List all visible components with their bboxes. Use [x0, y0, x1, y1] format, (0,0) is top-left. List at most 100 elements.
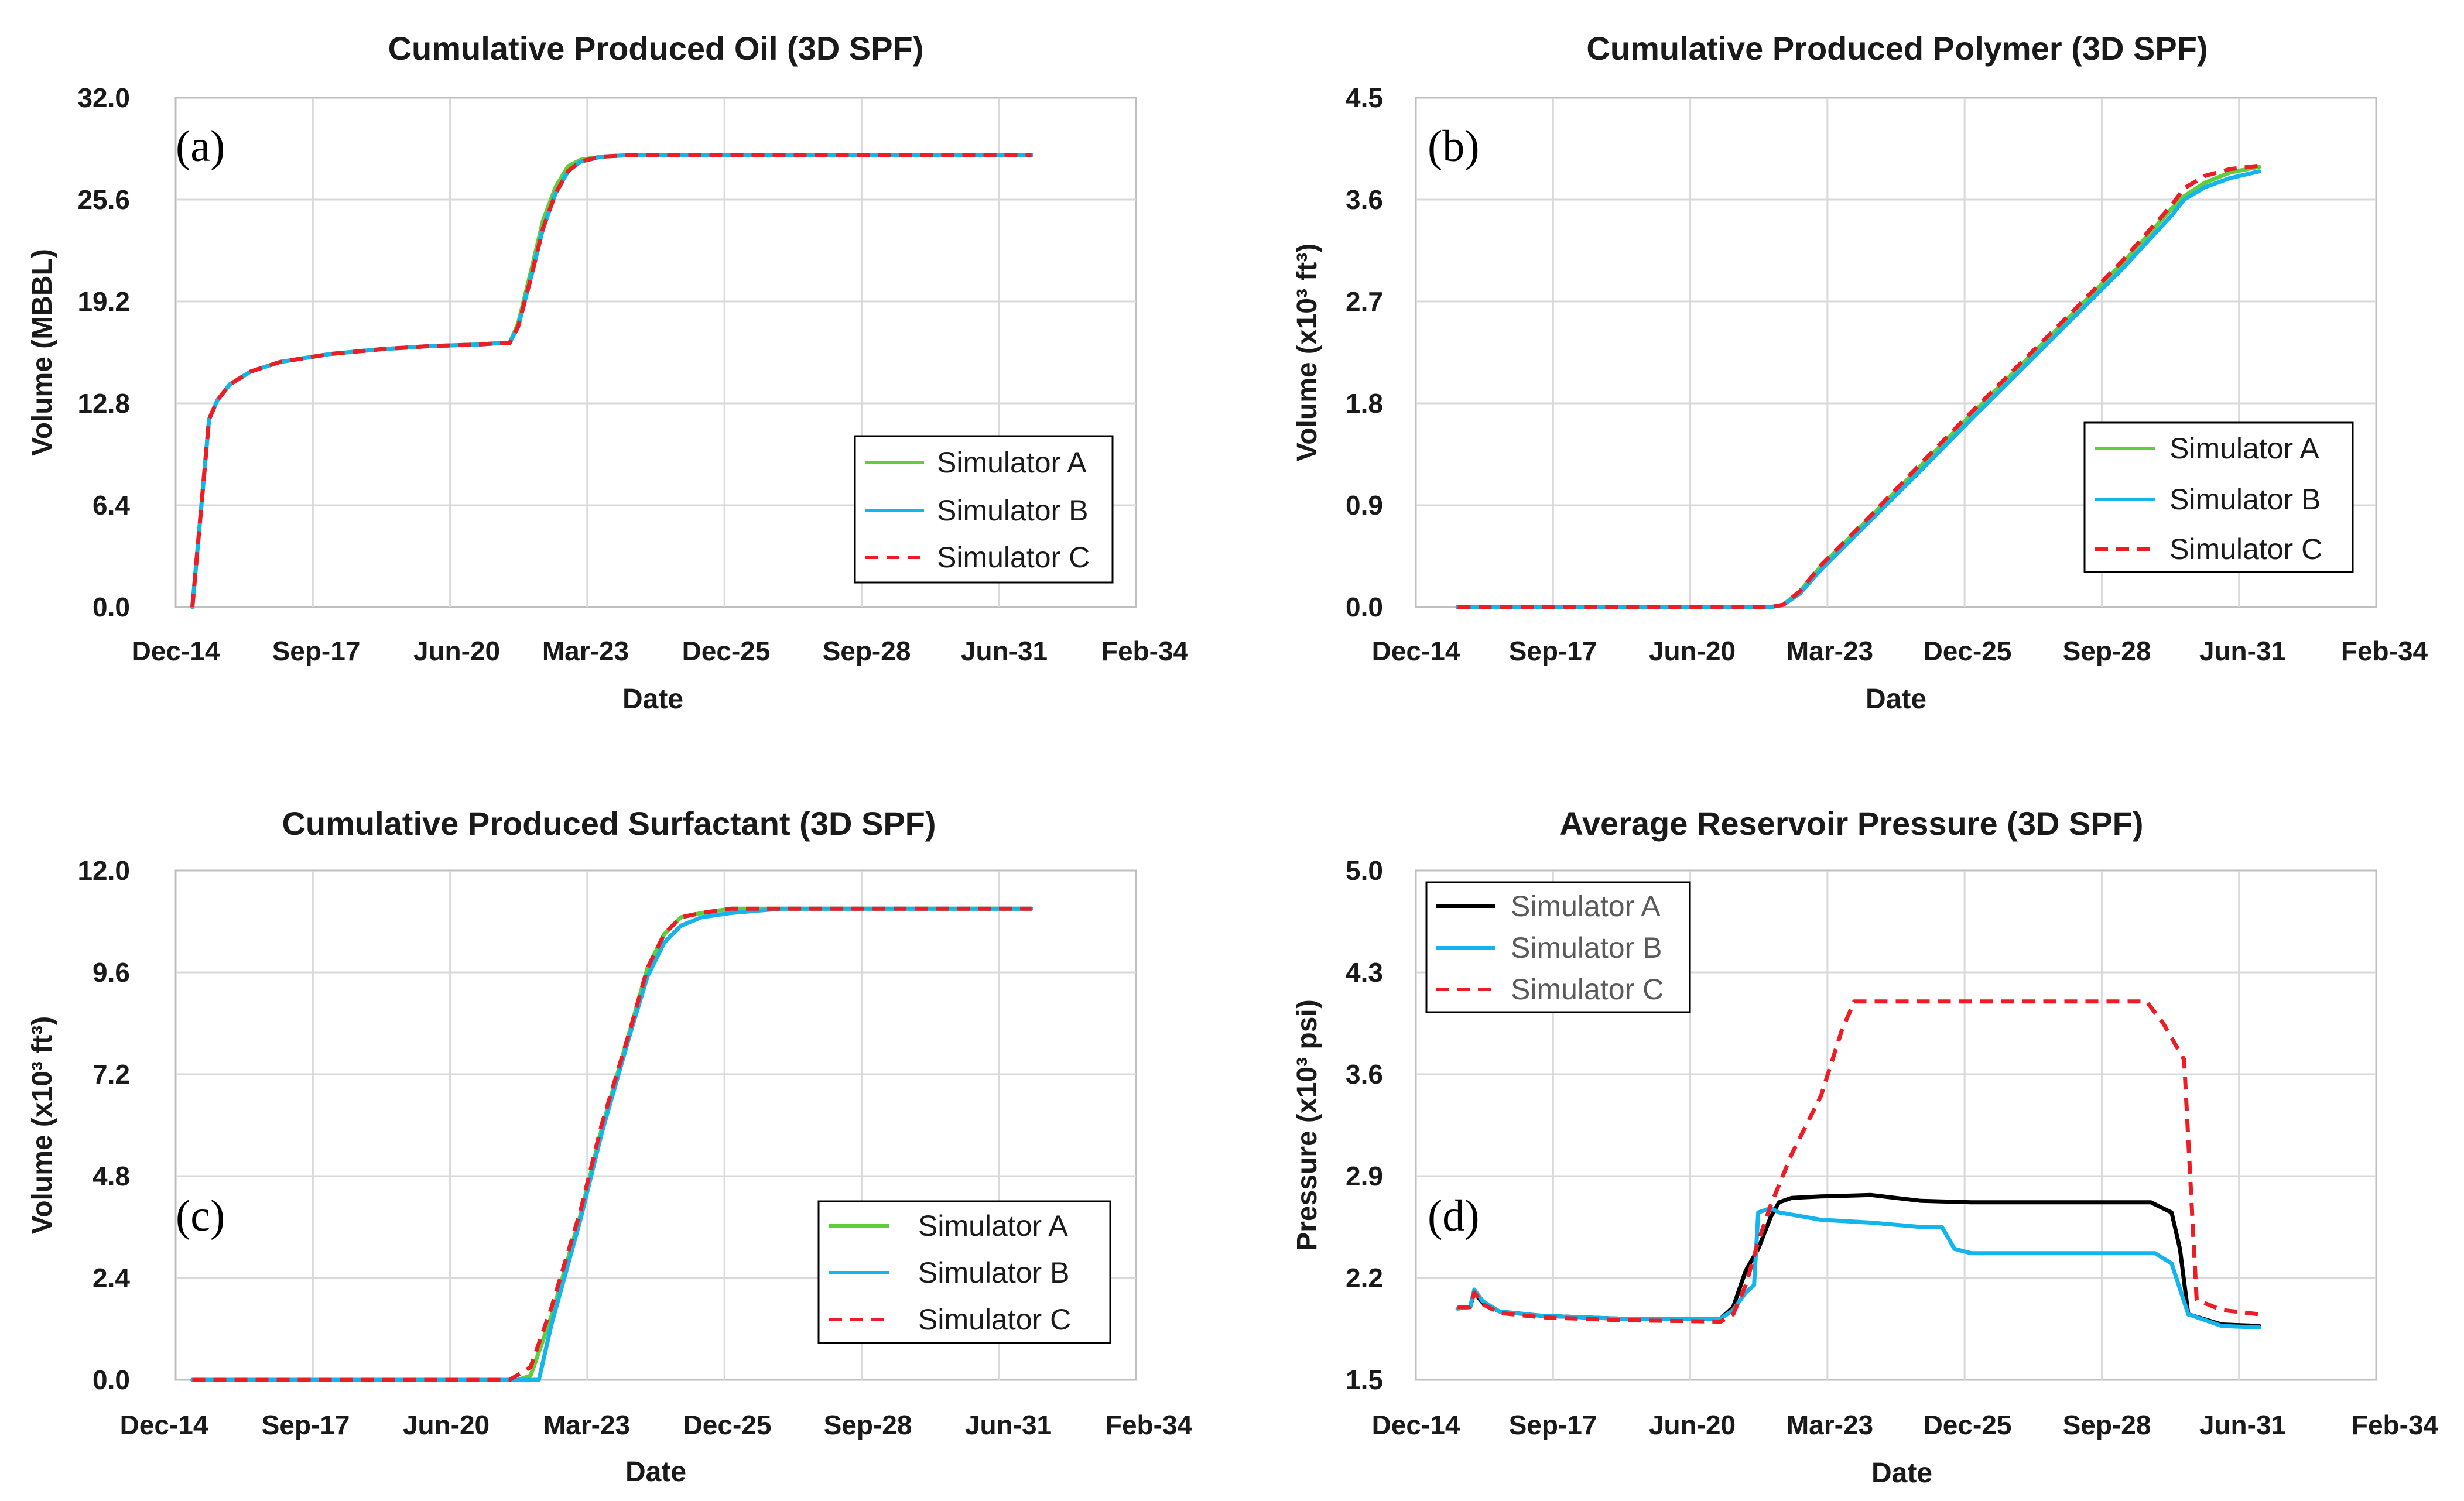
legend: Simulator A Simulator B Simulator C — [817, 1200, 1111, 1344]
series-line-simulator-c — [192, 906, 1032, 1382]
series-line-simulator-c — [190, 153, 1032, 608]
x-tick-label: Jun-20 — [403, 1410, 490, 1440]
y-axis-label: Pressure (x10³ psi) — [1292, 999, 1323, 1251]
legend-entry: Simulator C — [2169, 533, 2322, 566]
x-tick-label: Jun-31 — [2199, 1410, 2286, 1440]
legend: Simulator A Simulator B Simulator C — [854, 435, 1114, 584]
x-tick-label: Sep-17 — [1509, 636, 1597, 666]
chart-title: Cumulative Produced Surfactant (3D SPF) — [282, 805, 936, 842]
x-tick-label: Feb-34 — [1106, 1410, 1193, 1440]
legend-entry: Simulator C — [937, 541, 1090, 574]
x-tick-label: Sep-28 — [2063, 1410, 2151, 1440]
y-tick-label: 1.8 — [1346, 388, 1383, 419]
x-axis-ticks: Dec-14 Sep-17 Jun-20 Mar-23 Dec-25 Sep-2… — [120, 1410, 1193, 1440]
x-tick-label: Jun-20 — [1649, 636, 1736, 666]
legend: Simulator A Simulator B Simulator C — [1425, 881, 1691, 1013]
y-tick-label: 2.7 — [1346, 286, 1383, 317]
x-tick-label: Jun-31 — [965, 1410, 1052, 1440]
x-tick-label: Sep-28 — [2063, 636, 2151, 666]
y-axis-label: Volume (x10³ ft³) — [27, 1016, 58, 1234]
y-tick-label: 3.6 — [1346, 184, 1383, 215]
y-tick-label: 12.8 — [77, 388, 130, 419]
chart-title: Average Reservoir Pressure (3D SPF) — [1559, 805, 2143, 842]
series-layer — [190, 153, 1034, 609]
panel-label: (a) — [176, 122, 225, 171]
x-tick-label: Dec-25 — [683, 1410, 772, 1440]
x-tick-label: Dec-14 — [132, 636, 220, 666]
x-axis-ticks: Dec-14 Sep-17 Jun-20 Mar-23 Dec-25 Sep-2… — [132, 636, 1189, 666]
legend-entry: Simulator B — [1511, 931, 1662, 964]
y-axis-label: Volume (x10³ ft³) — [1292, 244, 1323, 461]
legend-entry: Simulator A — [2169, 432, 2319, 465]
x-tick-label: Sep-17 — [262, 1410, 350, 1440]
series-line-simulator-c — [1457, 999, 2260, 1324]
y-axis-ticks: 0.0 2.4 4.8 7.2 9.6 12.0 — [77, 855, 130, 1395]
y-tick-label: 4.5 — [1346, 83, 1383, 113]
legend-entry: Simulator B — [918, 1256, 1069, 1289]
series-line-simulator-b — [1455, 1206, 2261, 1329]
y-tick-label: 19.2 — [77, 286, 130, 317]
x-tick-label: Feb-34 — [2352, 1410, 2439, 1440]
series-layer — [1455, 163, 2261, 609]
legend-entry: Simulator B — [2169, 483, 2321, 516]
y-tick-label: 2.4 — [93, 1263, 130, 1293]
legend-entry: Simulator C — [918, 1303, 1071, 1336]
y-tick-label: 6.4 — [93, 490, 130, 520]
panel-label: (d) — [1428, 1191, 1480, 1240]
x-tick-label: Dec-14 — [120, 1410, 208, 1440]
legend-entry: Simulator B — [937, 494, 1088, 527]
y-tick-label: 0.9 — [1346, 490, 1383, 520]
series-layer — [1455, 999, 2261, 1329]
y-axis-label: Volume (MBBL) — [27, 249, 58, 456]
y-axis-ticks: 0.0 6.4 12.8 19.2 25.6 32.0 — [77, 83, 130, 622]
x-axis-label: Date — [1871, 1458, 1932, 1489]
x-tick-label: Mar-23 — [1787, 1410, 1873, 1440]
panel-label: (c) — [176, 1191, 225, 1240]
x-tick-label: Mar-23 — [1787, 636, 1873, 666]
x-axis-ticks: Dec-14 Sep-17 Jun-20 Mar-23 Dec-25 Sep-2… — [1372, 1410, 2439, 1440]
x-tick-label: Dec-14 — [1372, 636, 1460, 666]
x-tick-label: Feb-34 — [2341, 636, 2428, 666]
y-tick-label: 5.0 — [1346, 855, 1383, 886]
x-tick-label: Mar-23 — [543, 1410, 630, 1440]
x-tick-label: Sep-17 — [272, 636, 361, 666]
x-tick-label: Sep-17 — [1509, 1410, 1597, 1440]
y-tick-label: 4.8 — [93, 1161, 130, 1191]
x-tick-label: Jun-31 — [2199, 636, 2286, 666]
y-tick-label: 0.0 — [93, 1365, 130, 1395]
legend-entry: Simulator A — [1511, 890, 1661, 923]
y-tick-label: 12.0 — [77, 855, 130, 886]
y-tick-label: 1.5 — [1346, 1365, 1383, 1395]
y-tick-label: 2.9 — [1346, 1161, 1383, 1191]
x-tick-label: Jun-31 — [961, 636, 1048, 666]
x-tick-label: Sep-28 — [824, 1410, 912, 1440]
x-axis-label: Date — [622, 684, 683, 715]
x-tick-label: Dec-25 — [1924, 636, 2012, 666]
gridlines — [1416, 98, 2376, 607]
legend-entry: Simulator A — [918, 1209, 1068, 1242]
x-tick-label: Dec-25 — [682, 636, 771, 666]
chart-title: Cumulative Produced Oil (3D SPF) — [388, 30, 924, 67]
x-axis-label: Date — [1866, 684, 1926, 715]
x-tick-label: Dec-14 — [1372, 1410, 1460, 1440]
series-layer — [190, 906, 1034, 1382]
x-axis-ticks: Dec-14 Sep-17 Jun-20 Mar-23 Dec-25 Sep-2… — [1372, 636, 2428, 666]
chart-title: Cumulative Produced Polymer (3D SPF) — [1586, 30, 2208, 67]
chart-panel-d: Average Reservoir Pressure (3D SPF) Dec-… — [1292, 805, 2439, 1489]
x-tick-label: Mar-23 — [542, 636, 629, 666]
legend-entry: Simulator C — [1511, 973, 1664, 1006]
gridlines — [1416, 871, 2376, 1380]
y-tick-label: 3.6 — [1346, 1059, 1383, 1089]
x-tick-label: Sep-28 — [823, 636, 911, 666]
x-axis-label: Date — [625, 1457, 686, 1488]
y-tick-label: 32.0 — [77, 83, 130, 113]
y-tick-label: 25.6 — [77, 184, 130, 215]
chart-panel-a: Cumulative Produced Oil (3D SPF) Dec-14 … — [27, 30, 1189, 715]
chart-panel-c: Cumulative Produced Surfactant (3D SPF) … — [27, 805, 1193, 1488]
series-line-simulator-c — [1457, 163, 2260, 609]
legend: Simulator A Simulator B Simulator C — [2083, 421, 2354, 573]
y-tick-label: 9.6 — [93, 957, 130, 988]
chart-panel-b: Cumulative Produced Polymer (3D SPF) Dec… — [1292, 30, 2428, 715]
y-tick-label: 4.3 — [1346, 957, 1383, 988]
